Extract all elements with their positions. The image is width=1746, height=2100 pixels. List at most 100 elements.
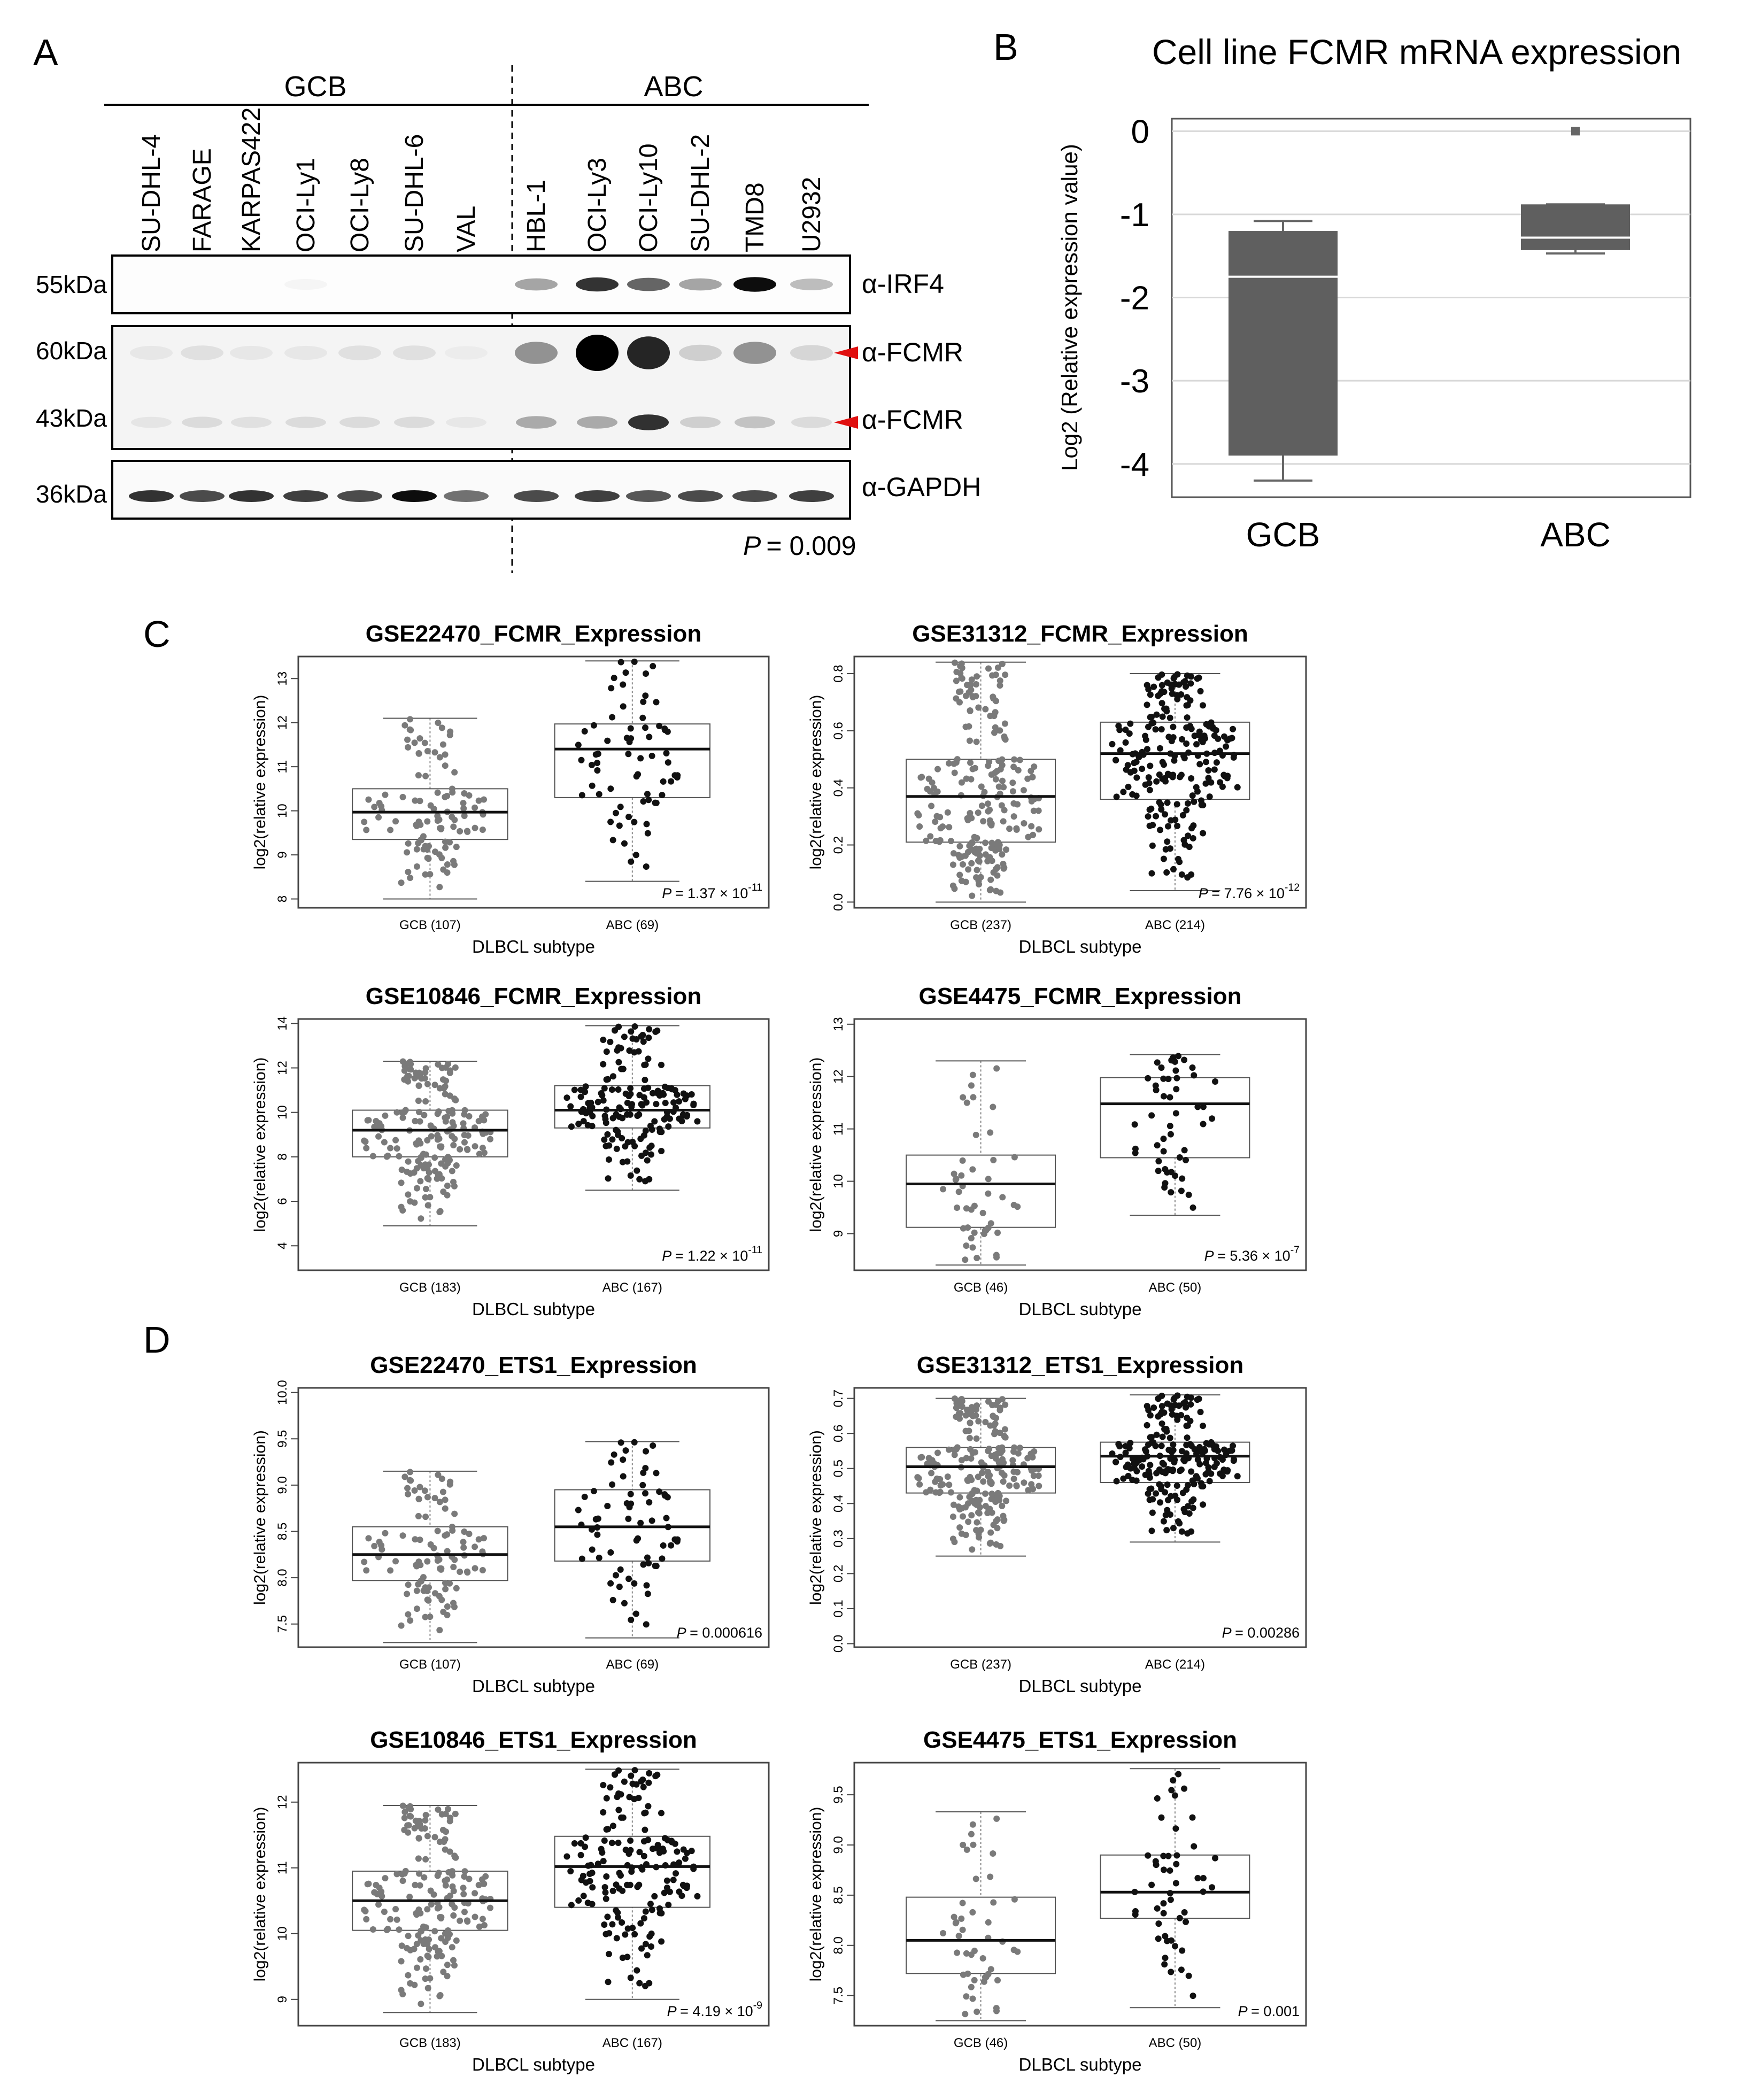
data-point — [642, 1076, 648, 1083]
data-point — [1156, 799, 1163, 806]
data-point — [972, 1875, 979, 1882]
data-point — [439, 1488, 446, 1495]
data-point — [944, 809, 951, 816]
data-point — [964, 1477, 971, 1484]
data-point — [373, 1881, 380, 1888]
data-point — [1145, 813, 1152, 820]
data-point — [953, 1404, 960, 1411]
data-point — [996, 1407, 1003, 1414]
band-fcmr-43 — [680, 416, 721, 428]
data-point — [571, 1086, 578, 1093]
data-point — [673, 1870, 679, 1877]
band-fcmr-43 — [516, 416, 557, 429]
data-point — [622, 1447, 629, 1454]
y-tick-label: 0 — [1131, 113, 1149, 150]
band-fcmr-60 — [627, 336, 670, 369]
data-point — [422, 1194, 429, 1201]
data-point — [609, 1823, 616, 1829]
data-point — [980, 818, 987, 825]
data-point — [472, 1143, 478, 1150]
data-point — [1206, 1478, 1213, 1485]
data-point — [393, 1871, 400, 1878]
data-point — [583, 1879, 590, 1886]
data-point — [1031, 1448, 1038, 1455]
data-point — [1155, 1168, 1162, 1175]
data-point — [438, 1566, 445, 1573]
x-tick-label: GCB (237) — [950, 1657, 1011, 1672]
data-point — [431, 1834, 438, 1841]
data-point — [1171, 674, 1178, 681]
data-point — [438, 1476, 445, 1483]
y-tick-label: 14 — [275, 1016, 290, 1031]
data-point — [1172, 1825, 1179, 1832]
data-point — [988, 1496, 995, 1503]
data-point — [668, 778, 675, 785]
data-point — [968, 1983, 975, 1990]
data-point — [625, 1850, 632, 1857]
data-point — [966, 1434, 973, 1441]
data-point — [374, 1890, 381, 1897]
data-point — [603, 1048, 610, 1055]
data-point — [424, 1202, 431, 1209]
data-point — [411, 1169, 418, 1176]
data-point — [461, 1139, 468, 1146]
data-point — [369, 1153, 376, 1160]
data-point — [653, 699, 660, 706]
data-point — [1198, 797, 1205, 804]
data-point — [951, 1539, 958, 1546]
p-text: = 5.36 × 10 — [1217, 1248, 1291, 1264]
data-point — [1149, 1509, 1156, 1516]
y-tick-label: 10.0 — [275, 1380, 290, 1405]
data-point — [1211, 766, 1218, 773]
data-point — [662, 1100, 669, 1107]
data-point — [1030, 807, 1037, 814]
data-point — [645, 1803, 652, 1810]
data-point — [642, 1465, 649, 1472]
x-tick-label: GCB (237) — [950, 918, 1011, 932]
data-point — [1196, 728, 1203, 735]
data-point — [399, 1114, 406, 1121]
data-point — [973, 850, 980, 857]
data-point — [925, 1455, 932, 1462]
data-point — [1127, 720, 1134, 727]
data-point — [563, 1853, 570, 1860]
data-point — [648, 1906, 655, 1913]
data-point — [937, 825, 944, 832]
data-point — [613, 1126, 620, 1133]
band-gapdh — [129, 490, 174, 502]
x-tick-label: GCB (107) — [399, 918, 461, 932]
data-point — [969, 1071, 976, 1078]
data-point — [414, 1073, 421, 1080]
data-point — [435, 719, 442, 726]
data-point — [958, 779, 965, 786]
data-point — [642, 1178, 649, 1185]
band-gapdh — [180, 490, 225, 502]
y-tick-label: 11 — [275, 760, 290, 774]
data-point — [416, 1882, 423, 1889]
data-point — [975, 1418, 982, 1425]
data-point — [1145, 1075, 1152, 1082]
data-point — [375, 1901, 382, 1908]
data-point — [609, 837, 616, 844]
plot-frame — [297, 1387, 770, 1648]
data-point — [1147, 762, 1154, 769]
y-tick-label: 0.6 — [831, 1425, 846, 1442]
x-tick-label: GCB — [1246, 515, 1320, 554]
data-point — [371, 804, 378, 810]
y-tick-label: 9 — [831, 1230, 846, 1237]
band-gapdh — [575, 490, 620, 502]
data-point — [1166, 1094, 1173, 1101]
data-point — [1132, 1908, 1139, 1914]
data-point — [402, 1107, 409, 1114]
data-point — [413, 1563, 420, 1570]
data-point — [971, 1229, 978, 1236]
data-point — [472, 1565, 478, 1572]
x-tick-label: ABC — [1540, 515, 1611, 554]
data-point — [1211, 732, 1218, 739]
data-point — [1193, 741, 1200, 748]
band-fcmr-43 — [231, 416, 272, 428]
data-point — [991, 1431, 998, 1438]
y-tick-label: 9.5 — [831, 1786, 846, 1803]
data-point — [1171, 757, 1178, 764]
band-fcmr-43 — [628, 414, 669, 430]
